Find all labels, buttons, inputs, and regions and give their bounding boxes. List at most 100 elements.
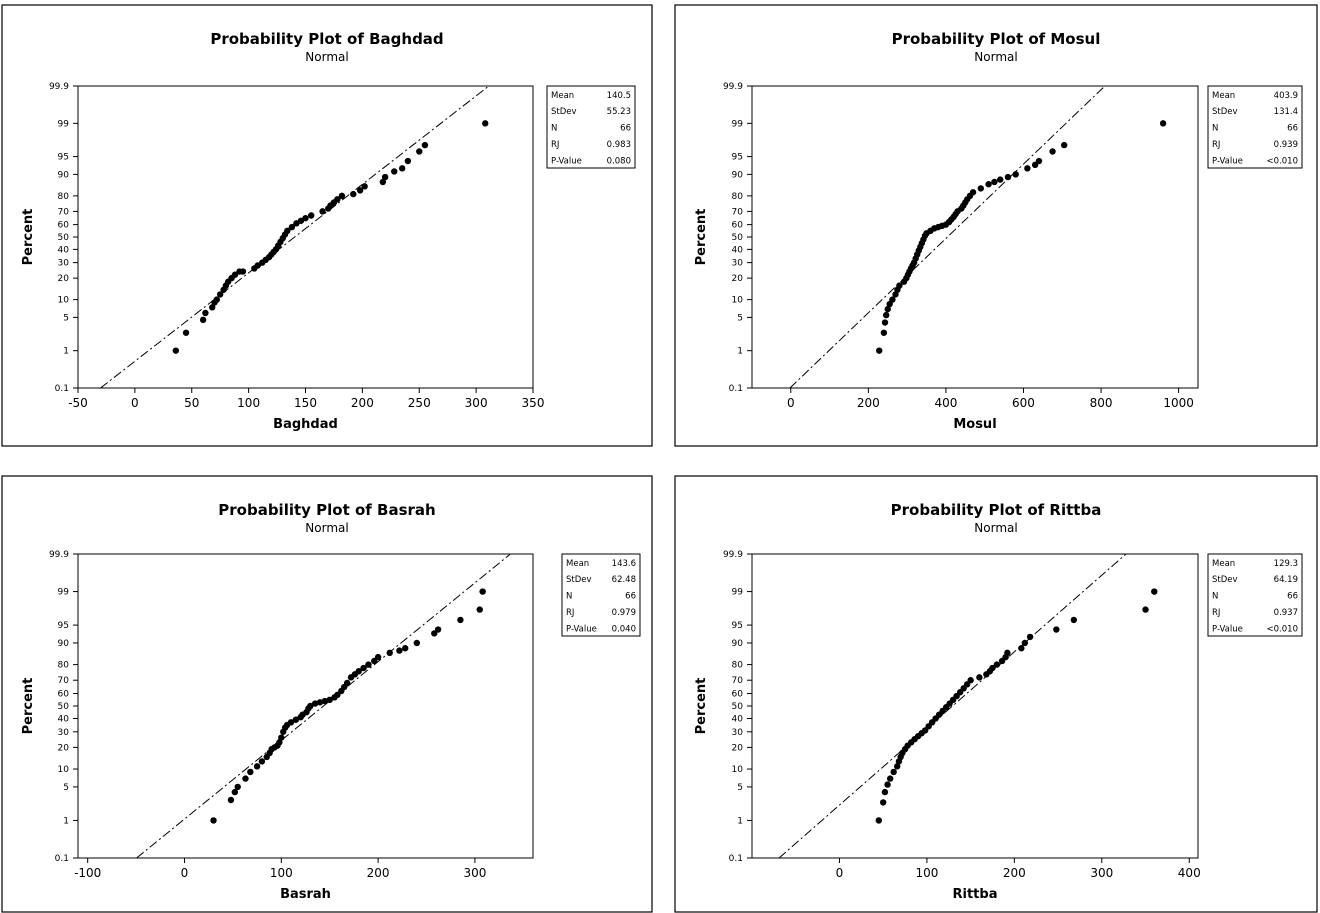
y-tick-label: 30 [58, 728, 70, 738]
data-point [1142, 606, 1149, 613]
stats-label: N [1212, 592, 1218, 602]
x-tick-label: 100 [270, 866, 293, 880]
stats-value: 66 [620, 124, 631, 134]
y-tick-label: 80 [58, 192, 70, 202]
data-point [969, 189, 977, 196]
fit-line [778, 554, 1127, 858]
chart-subtitle: Normal [974, 50, 1017, 64]
y-tick-label: 60 [732, 221, 744, 231]
y-tick-label: 0.1 [55, 384, 69, 394]
y-tick-label: 10 [732, 296, 744, 306]
y-axis-label: Percent [21, 209, 36, 266]
stats-label: RJ [551, 140, 559, 150]
y-tick-label: 80 [732, 661, 744, 671]
stats-value: 66 [625, 592, 636, 602]
data-point [361, 183, 368, 190]
stats-label: P-Value [551, 156, 582, 166]
y-tick-label: 40 [58, 245, 70, 255]
y-tick-label: 20 [732, 274, 744, 284]
data-point [350, 190, 357, 198]
data-point [1159, 120, 1167, 127]
x-tick-label: 0 [787, 396, 795, 410]
data-point [334, 196, 341, 203]
data-point [182, 329, 190, 336]
data-point [993, 661, 1001, 668]
data-point [391, 168, 398, 175]
chart-title: Probability Plot of Rittba [891, 501, 1102, 519]
data-point [213, 296, 220, 303]
x-tick-label: 200 [351, 396, 374, 410]
stats-label: P-Value [1212, 624, 1243, 634]
data-point [1026, 633, 1034, 641]
stats-value: 66 [1287, 592, 1298, 602]
chart-panel: Probability Plot of Basrah Normal 0.1 1 5 10 2… [1, 475, 653, 913]
y-tick-label: 95 [58, 621, 69, 631]
y-tick-label: 40 [58, 714, 70, 724]
stats-label: Mean [1212, 559, 1235, 569]
stats-box [1207, 553, 1303, 637]
y-tick-label: 20 [732, 743, 744, 753]
panel-frame [1, 475, 653, 913]
y-tick-label: 70 [732, 676, 744, 686]
fit-line [136, 554, 511, 858]
x-tick-label: 1000 [1163, 396, 1194, 410]
data-point [890, 768, 897, 776]
x-tick-label: 50 [184, 396, 199, 410]
x-tick-label: 400 [1178, 866, 1201, 880]
data-point [404, 157, 412, 165]
data-point [1151, 588, 1158, 595]
data-point [356, 187, 364, 194]
chart-title: Probability Plot of Baghdad [210, 30, 443, 48]
panel-frame [1, 4, 653, 447]
stats-value: 0.040 [612, 624, 636, 634]
data-point [307, 702, 314, 710]
data-point [884, 781, 891, 788]
chart-title: Probability Plot of Mosul [892, 30, 1101, 48]
stats-value: 55.23 [607, 107, 631, 117]
data-point [338, 192, 346, 200]
stats-value: 0.939 [1274, 140, 1298, 150]
data-point [253, 763, 261, 770]
data-point [231, 271, 239, 278]
data-point [876, 347, 883, 354]
data-point [360, 664, 367, 672]
stats-value: 0.979 [612, 608, 636, 618]
y-tick-label: 60 [732, 690, 744, 700]
data-point [258, 758, 266, 765]
x-tick-label: 300 [465, 396, 488, 410]
data-point [882, 311, 890, 319]
data-point [307, 212, 315, 219]
data-point [977, 185, 985, 192]
data-point [343, 679, 351, 687]
data-point [379, 178, 387, 186]
stats-label: Mean [566, 559, 589, 569]
x-tick-label: 100 [237, 396, 260, 410]
data-point [881, 788, 889, 796]
data-point [1021, 639, 1029, 647]
y-tick-label: 70 [732, 207, 744, 217]
data-point [1053, 626, 1060, 633]
data-point [416, 148, 423, 155]
data-point [989, 664, 996, 672]
x-axis-label: Rittba [953, 887, 998, 902]
x-tick-label: 300 [1090, 866, 1113, 880]
data-point [875, 817, 883, 824]
stats-value: 64.19 [1274, 575, 1298, 585]
y-tick-label: 0.1 [729, 854, 743, 864]
y-tick-label: 99.9 [49, 550, 69, 560]
stats-value: 131.4 [1274, 107, 1298, 117]
data-point [316, 699, 324, 706]
x-axis-label: Basrah [280, 887, 331, 902]
data-point [287, 719, 295, 726]
data-point [202, 309, 209, 317]
data-point [402, 645, 409, 652]
chart-title: Probability Plot of Basrah [218, 501, 435, 519]
data-point [1004, 649, 1011, 657]
y-tick-label: 90 [58, 639, 70, 649]
y-tick-label: 40 [732, 245, 744, 255]
data-point [239, 268, 247, 275]
x-tick-label: 150 [294, 396, 317, 410]
y-tick-label: 99 [732, 119, 744, 129]
y-tick-label: 99 [58, 588, 70, 598]
stats-value: 129.3 [1274, 559, 1298, 569]
